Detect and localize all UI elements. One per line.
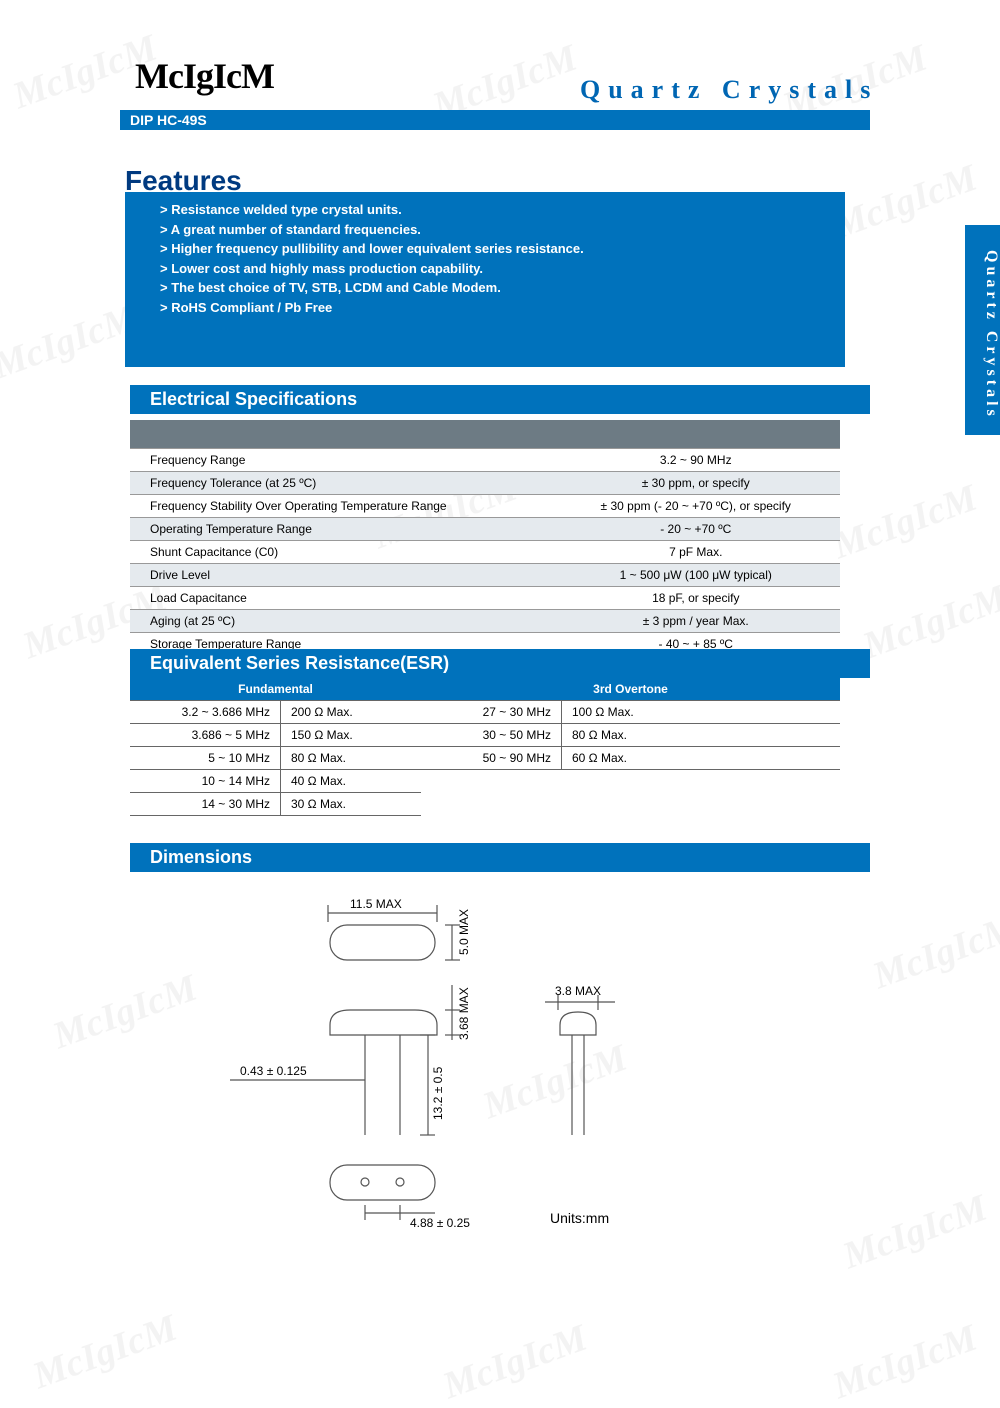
table-row: Frequency Tolerance (at 25 ºC)± 30 ppm, … [130,472,840,495]
header-title: Quartz Crystals [580,75,878,105]
spec-label: Shunt Capacitance (C0) [130,541,552,564]
spec-label: Drive Level [130,564,552,587]
spec-label: Load Capacitance [130,587,552,610]
spec-label: Frequency Stability Over Operating Tempe… [130,495,552,518]
spec-label: Frequency Range [130,449,552,472]
svg-text:3.8 MAX: 3.8 MAX [555,984,601,998]
table-row: Frequency Range3.2 ~ 90 MHz [130,449,840,472]
brand-logo: McIgIcM [135,55,274,97]
spec-value: 1 ~ 500 μW (100 μW typical) [552,564,841,587]
section-esr: Equivalent Series Resistance(ESR) [130,649,870,678]
part-label-bar: DIP HC-49S [120,110,870,130]
electrical-table: Frequency Range3.2 ~ 90 MHzFrequency Tol… [130,420,840,656]
table-row: Shunt Capacitance (C0)7 pF Max. [130,541,840,564]
svg-text:4.88 ± 0.25: 4.88 ± 0.25 [410,1216,470,1230]
esr-fundamental-header: Fundamental [130,678,421,701]
features-list: Resistance welded type crystal units.A g… [160,200,584,317]
dimensions-drawing: 11.5 MAX 5.0 MAX 3.68 MAX 13.2 ± 0.5 0.4… [220,880,720,1240]
feature-item: Resistance welded type crystal units. [160,200,584,220]
svg-text:5.0 MAX: 5.0 MAX [457,909,471,955]
spec-label: Aging (at 25 ºC) [130,610,552,633]
table-row: 14 ~ 30 MHz30 Ω Max. [130,793,840,816]
table-row: 5 ~ 10 MHz80 Ω Max.50 ~ 90 MHz60 Ω Max. [130,747,840,770]
table-row: Load Capacitance18 pF, or specify [130,587,840,610]
esr-table: Fundamental 3rd Overtone 3.2 ~ 3.686 MHz… [130,678,840,816]
spec-value: ± 30 ppm (- 20 ~ +70 ºC), or specify [552,495,841,518]
spec-value: 7 pF Max. [552,541,841,564]
feature-item: The best choice of TV, STB, LCDM and Cab… [160,278,584,298]
side-tab: Quartz Crystals [965,225,1000,435]
table-row: Operating Temperature Range- 20 ~ +70 ºC [130,518,840,541]
spec-value: ± 3 ppm / year Max. [552,610,841,633]
table-row: 10 ~ 14 MHz40 Ω Max. [130,770,840,793]
table-row: Frequency Stability Over Operating Tempe… [130,495,840,518]
table-row: Aging (at 25 ºC)± 3 ppm / year Max. [130,610,840,633]
units-label: Units:mm [550,1210,609,1226]
svg-text:13.2 ± 0.5: 13.2 ± 0.5 [431,1066,445,1120]
spec-value: ± 30 ppm, or specify [552,472,841,495]
svg-text:3.68 MAX: 3.68 MAX [457,987,471,1040]
svg-text:0.43 ± 0.125: 0.43 ± 0.125 [240,1064,307,1078]
table-row: Drive Level1 ~ 500 μW (100 μW typical) [130,564,840,587]
spec-value: 3.2 ~ 90 MHz [552,449,841,472]
feature-item: RoHS Compliant / Pb Free [160,298,584,318]
section-electrical: Electrical Specifications [130,385,870,414]
table-row: 3.2 ~ 3.686 MHz200 Ω Max.27 ~ 30 MHz100 … [130,701,840,724]
spec-value: - 20 ~ +70 ºC [552,518,841,541]
feature-item: Lower cost and highly mass production ca… [160,259,584,279]
spec-value: 18 pF, or specify [552,587,841,610]
spec-label: Operating Temperature Range [130,518,552,541]
feature-item: A great number of standard frequencies. [160,220,584,240]
table-row: 3.686 ~ 5 MHz150 Ω Max.30 ~ 50 MHz80 Ω M… [130,724,840,747]
svg-text:11.5 MAX: 11.5 MAX [350,897,402,911]
esr-overtone-header: 3rd Overtone [421,678,840,701]
feature-item: Higher frequency pullibility and lower e… [160,239,584,259]
spec-label: Frequency Tolerance (at 25 ºC) [130,472,552,495]
section-dimensions: Dimensions [130,843,870,872]
